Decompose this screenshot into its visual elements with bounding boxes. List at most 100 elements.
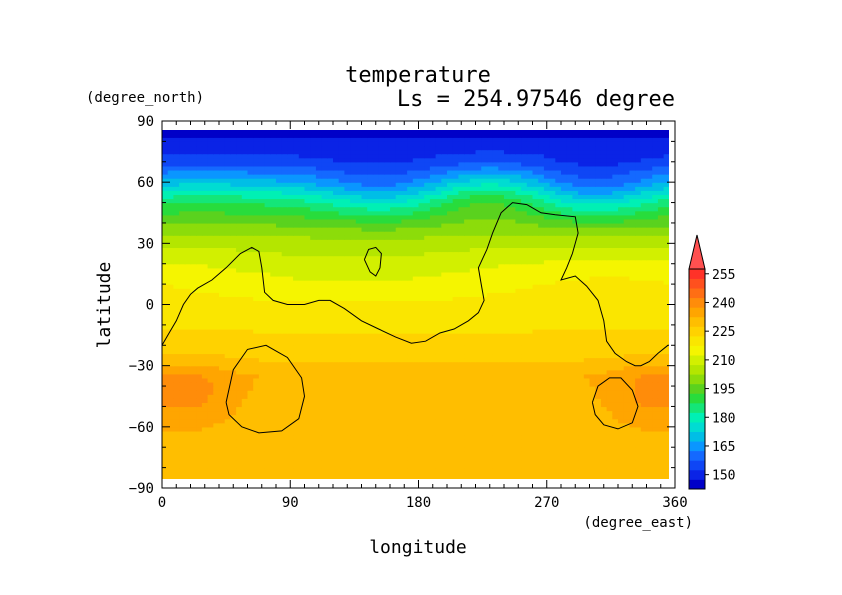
heatmap-cell xyxy=(298,434,306,440)
heatmap-cell xyxy=(521,480,527,485)
heatmap-cell xyxy=(635,471,642,477)
heatmap-cell xyxy=(657,280,665,285)
heatmap-cell xyxy=(315,267,323,273)
heatmap-cell xyxy=(469,390,477,395)
heatmap-cell xyxy=(555,280,562,285)
heatmap-cell xyxy=(578,263,585,269)
heatmap-cell xyxy=(640,316,648,322)
heatmap-cell xyxy=(646,316,653,322)
heatmap-cell xyxy=(486,312,494,318)
heatmap-cell xyxy=(481,443,488,448)
heatmap-cell xyxy=(629,467,636,473)
heatmap-cell xyxy=(287,304,294,310)
heatmap-cell xyxy=(304,414,311,420)
heatmap-cell xyxy=(287,349,294,355)
heatmap-cell xyxy=(401,377,408,383)
heatmap-cell xyxy=(264,353,271,359)
heatmap-cell xyxy=(293,263,300,269)
heatmap-cell xyxy=(572,337,579,342)
heatmap-cell xyxy=(623,296,630,302)
heatmap-cell xyxy=(629,308,636,314)
heatmap-cell xyxy=(418,459,425,465)
heatmap-cell xyxy=(304,284,311,289)
heatmap-cell xyxy=(492,447,499,452)
heatmap-cell xyxy=(664,480,670,485)
heatmap-cell xyxy=(640,349,648,355)
heatmap-cell xyxy=(264,304,271,310)
heatmap-cell xyxy=(429,402,437,408)
heatmap-cell xyxy=(236,312,243,318)
heatmap-cell xyxy=(526,439,534,444)
heatmap-cell xyxy=(435,357,442,363)
heatmap-cell xyxy=(173,439,180,444)
heatmap-cell xyxy=(521,365,528,371)
heatmap-cell xyxy=(447,369,454,375)
heatmap-cell xyxy=(407,349,414,355)
heatmap-cell xyxy=(549,386,556,391)
heatmap-cell xyxy=(452,271,459,277)
heatmap-cell xyxy=(646,455,653,461)
heatmap-cell xyxy=(486,337,494,342)
heatmap-cell xyxy=(384,386,391,391)
heatmap-cell xyxy=(447,357,454,363)
heatmap-cell xyxy=(549,349,556,355)
heatmap-cell xyxy=(515,341,522,346)
heatmap-cell xyxy=(298,369,306,375)
heatmap-cell xyxy=(629,439,636,444)
heatmap-cell xyxy=(304,402,311,408)
heatmap-cell xyxy=(583,267,591,273)
heatmap-cell xyxy=(253,422,260,428)
heatmap-cell xyxy=(224,430,231,436)
heatmap-cell xyxy=(469,353,477,359)
heatmap-cell xyxy=(321,467,328,473)
heatmap-cell xyxy=(258,259,266,265)
heatmap-cell xyxy=(213,259,220,265)
heatmap-cell xyxy=(390,480,396,485)
heatmap-cell xyxy=(241,296,249,302)
heatmap-cell xyxy=(395,402,402,408)
heatmap-cell xyxy=(293,381,300,387)
heatmap-cell xyxy=(264,402,271,408)
heatmap-cell xyxy=(509,475,516,479)
heatmap-cell xyxy=(509,337,516,342)
heatmap-cell xyxy=(412,284,420,289)
heatmap-cell xyxy=(276,443,283,448)
heatmap-cell xyxy=(498,475,505,479)
heatmap-cell xyxy=(561,426,568,432)
heatmap-cell xyxy=(270,353,277,359)
heatmap-cell xyxy=(561,373,568,379)
heatmap-cell xyxy=(401,271,408,277)
heatmap-cell xyxy=(452,361,459,367)
heatmap-cell xyxy=(532,316,539,322)
heatmap-cell xyxy=(492,365,499,371)
heatmap-cell xyxy=(270,292,277,297)
heatmap-cell xyxy=(258,467,266,473)
heatmap-cell xyxy=(167,381,174,387)
heatmap-cell xyxy=(390,328,397,334)
heatmap-cell xyxy=(293,455,300,461)
heatmap-cell xyxy=(253,390,260,395)
heatmap-cell xyxy=(219,467,226,473)
heatmap-cell xyxy=(532,381,539,387)
heatmap-cell xyxy=(458,369,465,375)
heatmap-cell xyxy=(310,320,317,326)
heatmap-cell xyxy=(276,341,283,346)
heatmap-cell xyxy=(179,365,186,371)
heatmap-cell xyxy=(315,324,323,330)
heatmap-cell xyxy=(219,337,226,342)
heatmap-cell xyxy=(344,357,351,363)
heatmap-cell xyxy=(338,328,345,334)
heatmap-cell xyxy=(344,296,351,302)
heatmap-cell xyxy=(162,402,169,408)
heatmap-cell xyxy=(190,296,197,302)
heatmap-cell xyxy=(635,324,642,330)
heatmap-cell xyxy=(412,345,420,350)
heatmap-cell xyxy=(201,324,209,330)
heatmap-cell xyxy=(504,263,511,269)
heatmap-cell xyxy=(452,304,459,310)
heatmap-cell xyxy=(304,467,311,473)
heatmap-cell xyxy=(236,345,243,350)
heatmap-cell xyxy=(162,288,169,293)
heatmap-cell xyxy=(481,386,488,391)
heatmap-cell xyxy=(441,463,448,469)
